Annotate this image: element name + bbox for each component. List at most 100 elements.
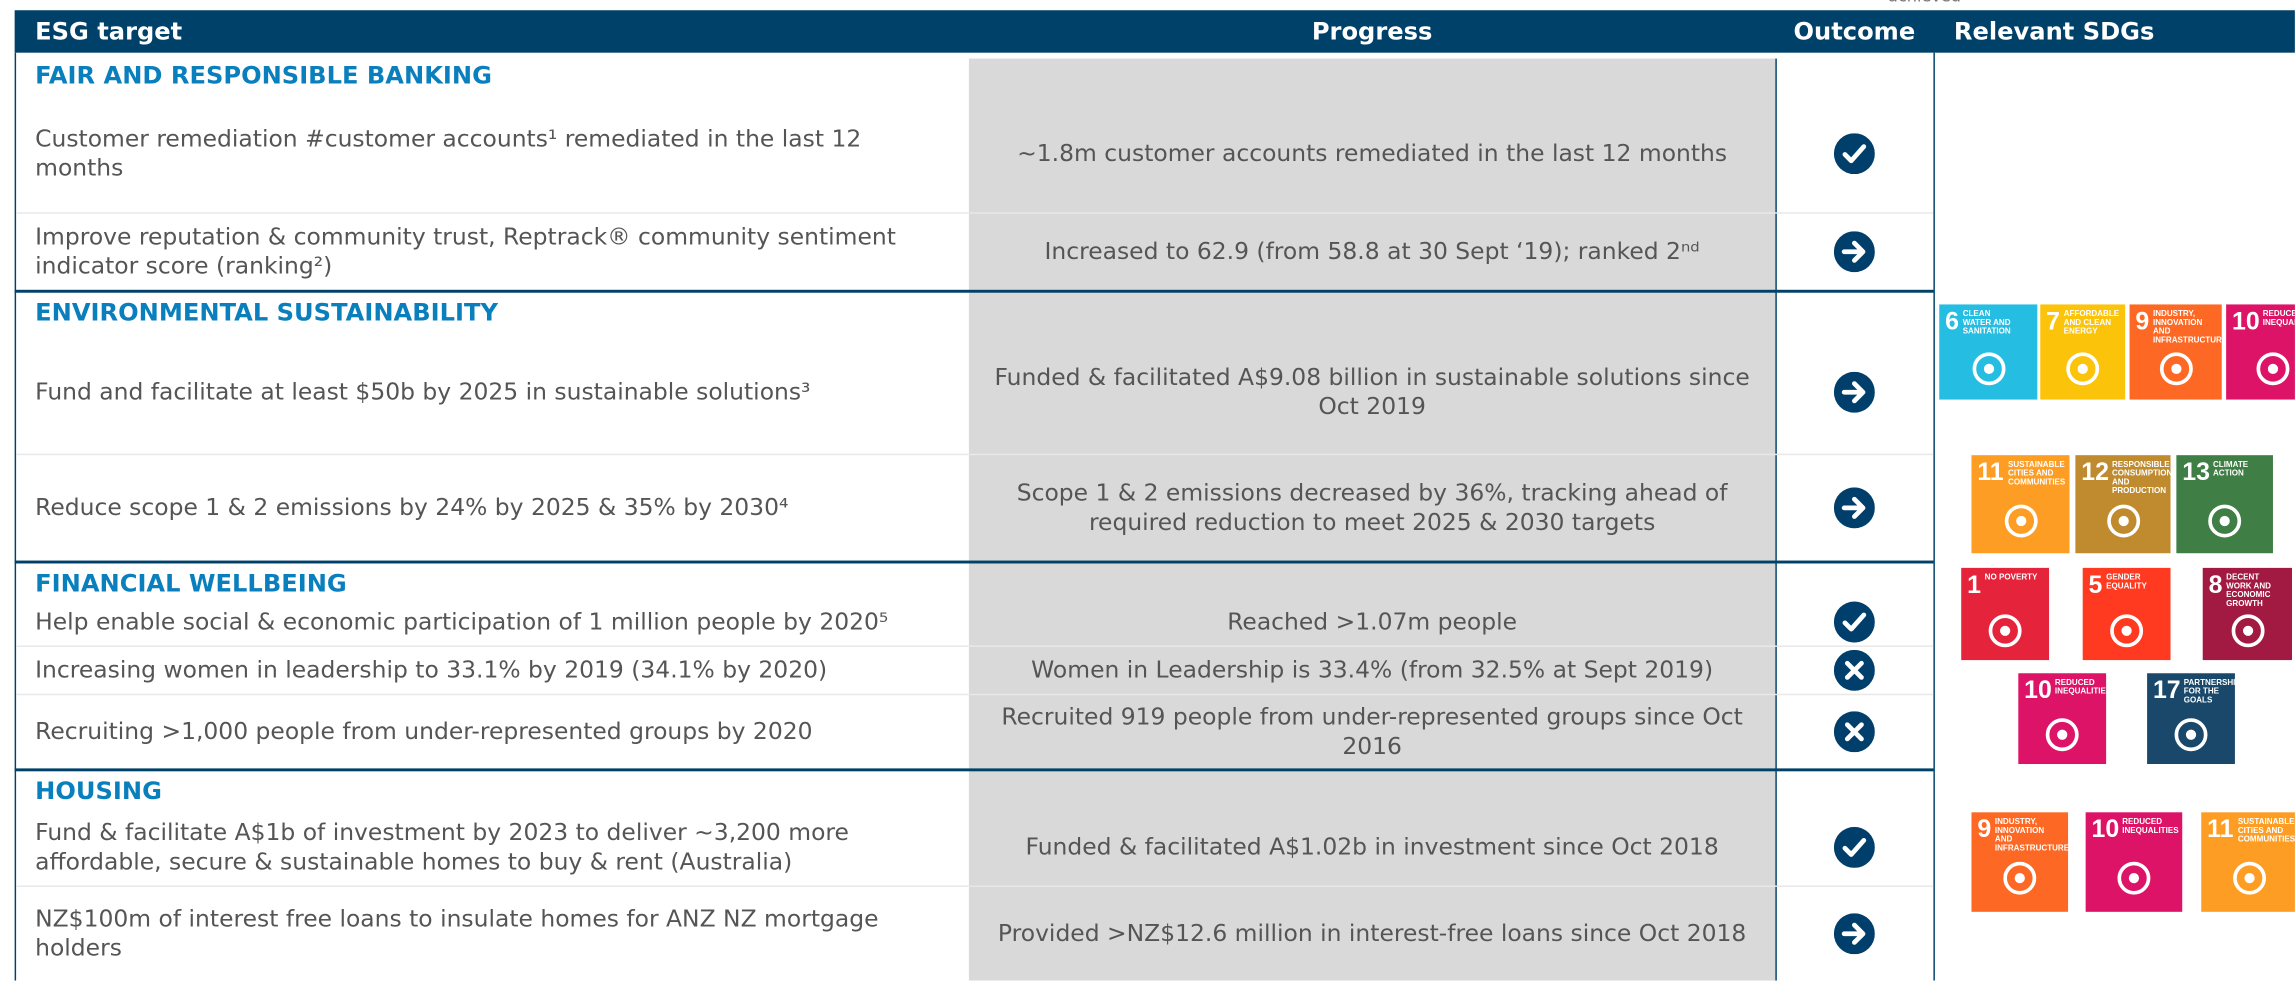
- sdg-number: 13: [2182, 458, 2210, 486]
- section-title: HOUSING: [35, 777, 162, 805]
- sdg-number: 10: [2024, 676, 2052, 704]
- target-text: Improve reputation & community trust, Re…: [35, 221, 896, 279]
- target-text: Reduce scope 1 & 2 emissions by 24% by 2…: [35, 492, 789, 521]
- outcome-icon: [1833, 371, 1875, 413]
- sdg-number: 5: [2088, 570, 2103, 599]
- sdg-number: 10: [2091, 815, 2120, 844]
- pictogram: [2003, 861, 2037, 895]
- target-text: Customer remediation #customer accounts¹…: [35, 124, 862, 182]
- border: [1933, 52, 1935, 981]
- outcome-icon: [1833, 486, 1875, 528]
- row-divider: [16, 645, 1934, 647]
- sdg-pictogram: [2206, 501, 2244, 539]
- progress-text: Increased to 62.9 (from 58.8 at 30 Sept …: [1044, 236, 1700, 265]
- border: [1775, 58, 1777, 981]
- sdg-pictogram: [2253, 349, 2291, 387]
- sdg-number: 1: [1967, 570, 1981, 599]
- header-outcome: Outcome: [1793, 17, 1916, 46]
- progress-text: Provided >NZ$12.6 million in interest-fr…: [997, 918, 1747, 947]
- outcome-icon: [1833, 230, 1875, 272]
- sdg-label: RESPONSIBLE CONSUMPTION AND PRODUCTION: [2111, 461, 2171, 497]
- sdg-pictogram: [1986, 611, 2024, 649]
- sdg-icon: 9 INDUSTRY, INNOVATION AND INFRASTRUCTURE: [2129, 304, 2222, 400]
- top-label: achieved: [1888, 0, 1961, 6]
- sdg-label: PARTNERSHIPS FOR THE GOALS: [2183, 679, 2235, 706]
- target-text: Recruiting >1,000 people from under-repr…: [35, 716, 813, 745]
- sdg-number: 9: [1977, 815, 1992, 844]
- sdg-label: REDUCED INEQUALITIES: [2054, 679, 2107, 697]
- outcome-icon: [1833, 710, 1875, 752]
- sdg-icon: 5 GENDER EQUALITY: [2082, 567, 2171, 661]
- section-title: FAIR AND RESPONSIBLE BANKING: [35, 61, 492, 90]
- row-divider: [16, 212, 1934, 214]
- outcome-symbol: [1833, 600, 1875, 642]
- outcome-symbol: [1833, 710, 1875, 752]
- progress-text: Funded & facilitated A$1.02b in investme…: [1025, 832, 1719, 860]
- target-text: NZ$100m of interest free loans to insula…: [35, 903, 879, 961]
- target-text: Increasing women in leadership to 33.1% …: [35, 654, 828, 683]
- outcome-symbol: [1833, 230, 1875, 272]
- sdg-number: 17: [2152, 676, 2181, 704]
- section-divider: [14, 768, 1934, 771]
- sdg-number: 7: [2046, 307, 2060, 336]
- progress-text: Recruited 919 people from under-represen…: [1001, 701, 1743, 759]
- sdg-number: 9: [2135, 307, 2150, 336]
- pictogram: [2208, 503, 2242, 537]
- outcome-icon: [1833, 826, 1875, 868]
- sdg-number: 8: [2208, 570, 2223, 599]
- outcome-symbol: [1833, 486, 1875, 528]
- target-text: Fund and facilitate at least $50b by 202…: [35, 376, 811, 405]
- sdg-pictogram: [2231, 859, 2269, 897]
- sdg-label: NO POVERTY: [1984, 573, 2038, 583]
- sdg-label: REDUCED INEQUALITIES: [2122, 818, 2179, 836]
- pictogram: [2110, 613, 2144, 647]
- sdg-icon: 6 CLEAN WATER AND SANITATION: [1939, 304, 2038, 400]
- outcome-symbol: [1833, 133, 1875, 175]
- outcome-icon: [1833, 600, 1875, 642]
- outcome-icon: [1833, 133, 1875, 175]
- sdg-label: CLIMATE ACTION: [2212, 461, 2249, 479]
- progress-text: Scope 1 & 2 emissions decreased by 36%, …: [1016, 477, 1728, 535]
- header-bar: [14, 10, 2295, 53]
- sdg-label: SUSTAINABLE CITIES AND COMMUNITIES: [2237, 818, 2295, 845]
- sdg-icon: 11 SUSTAINABLE CITIES AND COMMUNITIES: [1971, 455, 2070, 554]
- row-divider: [16, 885, 1934, 887]
- pictogram: [2233, 861, 2267, 895]
- section-title: FINANCIAL WELLBEING: [35, 569, 347, 598]
- pictogram: [1971, 351, 2005, 385]
- pictogram: [2066, 351, 2100, 385]
- pictogram: [2106, 503, 2140, 537]
- outcome-symbol: [1833, 649, 1875, 691]
- section-divider: [14, 289, 1934, 292]
- sdg-pictogram: [2157, 349, 2195, 387]
- sdg-number: 10: [2231, 307, 2260, 336]
- outcome-icon: [1833, 649, 1875, 691]
- sdg-icon: 12 RESPONSIBLE CONSUMPTION AND PRODUCTION: [2075, 455, 2171, 554]
- header-sdgs: Relevant SDGs: [1953, 17, 2155, 46]
- sdg-pictogram: [2108, 611, 2146, 649]
- sdg-icon: 8 DECENT WORK AND ECONOMIC GROWTH: [2202, 567, 2292, 661]
- sdg-icon: 11 SUSTAINABLE CITIES AND COMMUNITIES: [2201, 812, 2295, 912]
- sdg-label: INDUSTRY, INNOVATION AND INFRASTRUCTURE: [1994, 818, 2069, 854]
- progress-text: ~1.8m customer accounts remediated in th…: [1017, 139, 1728, 167]
- pictogram: [2004, 503, 2037, 537]
- sdg-label: INDUSTRY, INNOVATION AND INFRASTRUCTURE: [2152, 310, 2222, 346]
- pictogram: [2117, 861, 2151, 895]
- sdg-icon: 13 CLIMATE ACTION: [2176, 455, 2273, 554]
- sdg-number: 6: [1945, 307, 1959, 336]
- outcome-symbol: [1833, 371, 1875, 413]
- section-divider: [14, 560, 1934, 563]
- sdg-number: 12: [2081, 458, 2109, 486]
- sdg-label: SUSTAINABLE CITIES AND COMMUNITIES: [2008, 461, 2066, 488]
- pictogram: [2045, 718, 2079, 752]
- sdg-number: 11: [2207, 815, 2234, 844]
- pictogram: [2230, 613, 2264, 647]
- sdg-label: AFFORDABLE AND CLEAN ENERGY: [2063, 310, 2120, 337]
- target-text: Help enable social & economic participat…: [35, 606, 889, 635]
- section-title: ENVIRONMENTAL SUSTAINABILITY: [35, 298, 498, 327]
